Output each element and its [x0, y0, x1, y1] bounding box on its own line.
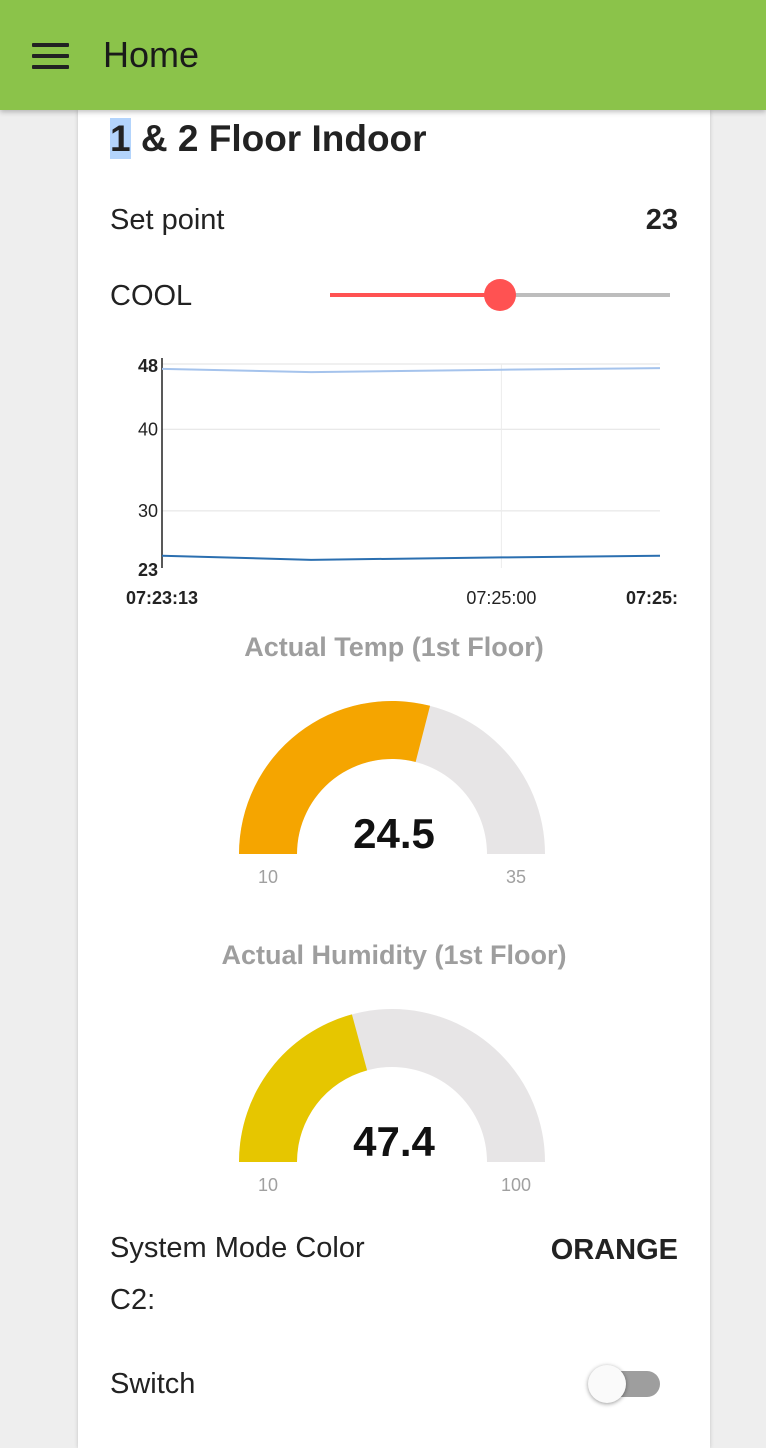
slider-track-inactive: [500, 293, 670, 297]
setpoint-value: 23: [645, 204, 678, 236]
temp-gauge-title: Actual Temp (1st Floor): [244, 632, 544, 662]
humidity-gauge-max: 100: [500, 1175, 532, 1195]
top-app-bar: Home: [0, 0, 766, 110]
temp-gauge-min: 10: [257, 867, 279, 887]
setpoint-label: Set point: [110, 204, 225, 236]
slider-thumb[interactable]: [484, 279, 516, 311]
chart-x-tick-label: 07:25:: [626, 588, 678, 608]
chart-y-tick-label: 40: [138, 419, 158, 439]
slider-track-active: [330, 293, 500, 297]
humidity-gauge-min: 10: [257, 1175, 279, 1195]
card-title: 1 & 2 Floor Indoor: [110, 118, 427, 160]
humidity-gauge-title: Actual Humidity (1st Floor): [221, 940, 567, 970]
card-title-text: & 2 Floor Indoor: [130, 118, 427, 159]
humidity-gauge: [239, 1009, 545, 1162]
chart-y-tick-label: 48: [138, 356, 158, 376]
temp-gauge: [239, 701, 545, 854]
humidity-gauge-value-arc: [239, 1014, 368, 1162]
thermostat-card: 1 & 2 Floor Indoor Set point 23 COOL 23 3…: [78, 110, 710, 1448]
system-mode-label-line2: C2:: [110, 1284, 156, 1316]
page-title: Home: [103, 34, 200, 75]
chart-x-tick-label: 07:25:00: [466, 588, 536, 608]
chart-series-line-0: [161, 367, 661, 374]
chart-series-line-1: [161, 554, 661, 561]
system-mode-label-line1: System Mode Color: [110, 1232, 365, 1264]
mode-label: COOL: [110, 280, 193, 312]
history-line-chart: 23 30 40 48 07:23:13 07:25:00 07:25:: [126, 356, 678, 608]
chart-x-tick-label: 07:23:13: [126, 588, 198, 608]
chart-y-tick-label: 23: [138, 560, 158, 580]
switch-label: Switch: [110, 1368, 196, 1400]
system-mode-value: ORANGE: [550, 1234, 678, 1266]
humidity-gauge-value: 47.4: [353, 1118, 435, 1165]
temp-gauge-value: 24.5: [353, 810, 435, 857]
switch-knob[interactable]: [588, 1365, 626, 1403]
hamburger-menu-icon[interactable]: [32, 43, 69, 69]
chart-y-tick-label: 30: [138, 501, 158, 521]
temp-gauge-value-arc: [239, 701, 431, 854]
card-title-selected-text: 1: [110, 118, 131, 159]
temp-gauge-max: 35: [505, 867, 527, 887]
